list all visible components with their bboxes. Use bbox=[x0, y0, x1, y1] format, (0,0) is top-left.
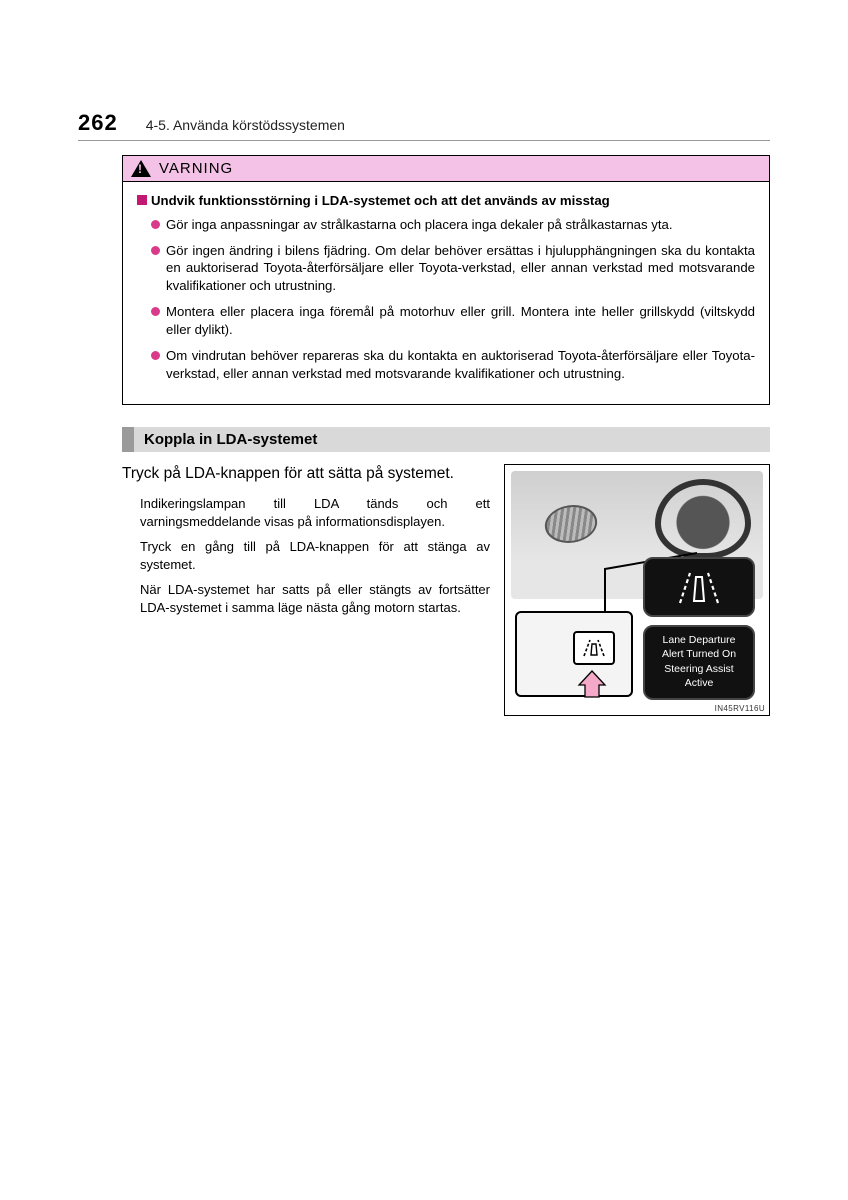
lead-paragraph: Tryck på LDA-knappen för att sätta på sy… bbox=[122, 464, 490, 485]
section-breadcrumb: 4-5. Använda körstödssystemen bbox=[146, 117, 345, 133]
steering-wheel-illustration bbox=[655, 479, 751, 559]
warning-bullet-text: Gör ingen ändring i bilens fjädring. Om … bbox=[166, 242, 755, 295]
lda-switch-icon bbox=[573, 631, 615, 665]
lda-indicator-icon bbox=[643, 557, 755, 617]
popup-line: Steering Assist bbox=[651, 662, 747, 676]
text-column: Tryck på LDA-knappen för att sätta på sy… bbox=[122, 464, 490, 716]
button-panel-illustration bbox=[515, 611, 633, 697]
figure-column: Lane Departure Alert Turned On Steering … bbox=[504, 464, 770, 716]
warning-bullet-text: Om vindrutan behöver repareras ska du ko… bbox=[166, 347, 755, 383]
warning-label: VARNING bbox=[159, 160, 233, 177]
section-accent bbox=[122, 427, 134, 452]
round-bullet-icon bbox=[151, 220, 160, 229]
warning-subheading-text: Undvik funktionsstörning i LDA-systemet … bbox=[151, 192, 610, 210]
press-arrow-icon bbox=[575, 669, 609, 699]
warning-header: VARNING bbox=[123, 156, 769, 182]
content-row: Tryck på LDA-knappen för att sätta på sy… bbox=[122, 464, 770, 716]
section-heading-bar: Koppla in LDA-systemet bbox=[122, 427, 770, 452]
popup-line: Lane Departure bbox=[651, 633, 747, 647]
round-bullet-icon bbox=[151, 307, 160, 316]
body-paragraph: När LDA-systemet har satts på eller stän… bbox=[140, 581, 490, 616]
figure-code: IN45RV116U bbox=[715, 704, 765, 713]
popup-line: Active bbox=[651, 676, 747, 690]
body-paragraph: Indikeringslampan till LDA tänds och ett… bbox=[140, 495, 490, 530]
warning-subheading: Undvik funktionsstörning i LDA-systemet … bbox=[137, 192, 755, 210]
warning-box: VARNING Undvik funktionsstörning i LDA-s… bbox=[122, 155, 770, 405]
warning-bullet-text: Montera eller placera inga föremål på mo… bbox=[166, 303, 755, 339]
section-heading-text: Koppla in LDA-systemet bbox=[134, 427, 770, 452]
warning-bullet: Gör inga anpassningar av strålkastarna o… bbox=[151, 216, 755, 234]
round-bullet-icon bbox=[151, 351, 160, 360]
display-popup: Lane Departure Alert Turned On Steering … bbox=[643, 557, 755, 700]
warning-body: Undvik funktionsstörning i LDA-systemet … bbox=[123, 182, 769, 404]
warning-bullet: Gör ingen ändring i bilens fjädring. Om … bbox=[151, 242, 755, 295]
popup-message: Lane Departure Alert Turned On Steering … bbox=[643, 625, 755, 700]
warning-bullet-text: Gör inga anpassningar av strålkastarna o… bbox=[166, 216, 673, 234]
square-bullet-icon bbox=[137, 195, 147, 205]
warning-bullet: Montera eller placera inga föremål på mo… bbox=[151, 303, 755, 339]
popup-line: Alert Turned On bbox=[651, 647, 747, 661]
warning-triangle-icon bbox=[131, 160, 151, 177]
page: 262 4-5. Använda körstödssystemen VARNIN… bbox=[0, 0, 848, 1200]
page-header: 262 4-5. Använda körstödssystemen bbox=[78, 110, 770, 141]
warning-bullet: Om vindrutan behöver repareras ska du ko… bbox=[151, 347, 755, 383]
figure-frame: Lane Departure Alert Turned On Steering … bbox=[504, 464, 770, 716]
body-paragraph: Tryck en gång till på LDA-knappen för at… bbox=[140, 538, 490, 573]
round-bullet-icon bbox=[151, 246, 160, 255]
page-number: 262 bbox=[78, 110, 118, 136]
